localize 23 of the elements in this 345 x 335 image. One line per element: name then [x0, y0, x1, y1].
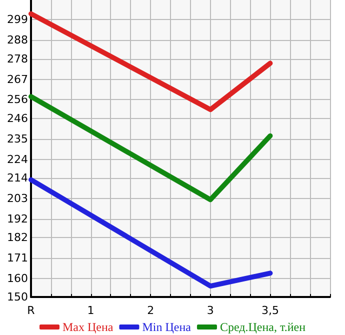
y-tick-label: 299 [7, 13, 28, 26]
y-tick-label: 256 [7, 93, 28, 106]
x-tick-label: 1 [87, 304, 94, 317]
x-tick-label: 2 [147, 304, 154, 317]
y-tick-label: 235 [7, 132, 28, 146]
y-tick-label: 182 [7, 230, 28, 244]
y-tick-label: 192 [7, 212, 28, 226]
x-tick-label: R [27, 304, 36, 317]
x-tick-label: 3,5 [261, 304, 279, 317]
y-tick-label: 214 [7, 171, 28, 184]
x-tick-label: 3 [206, 304, 214, 317]
y-tick-label: 267 [7, 72, 28, 86]
y-tick-label: 160 [7, 272, 28, 285]
y-tick-label: 203 [7, 192, 28, 205]
y-tick-label: 224 [7, 152, 28, 166]
legend-label: Max Цена [62, 320, 114, 334]
y-tick-label: 150 [7, 290, 28, 304]
y-tick-label: 171 [7, 251, 28, 264]
legend-label: Сред.Цена, т.йен [220, 320, 306, 334]
y-tick-label: 278 [7, 52, 28, 66]
y-tick-label: 246 [7, 112, 28, 125]
legend-label: Min Цена [142, 320, 192, 334]
y-tick-label: 288 [7, 34, 28, 47]
